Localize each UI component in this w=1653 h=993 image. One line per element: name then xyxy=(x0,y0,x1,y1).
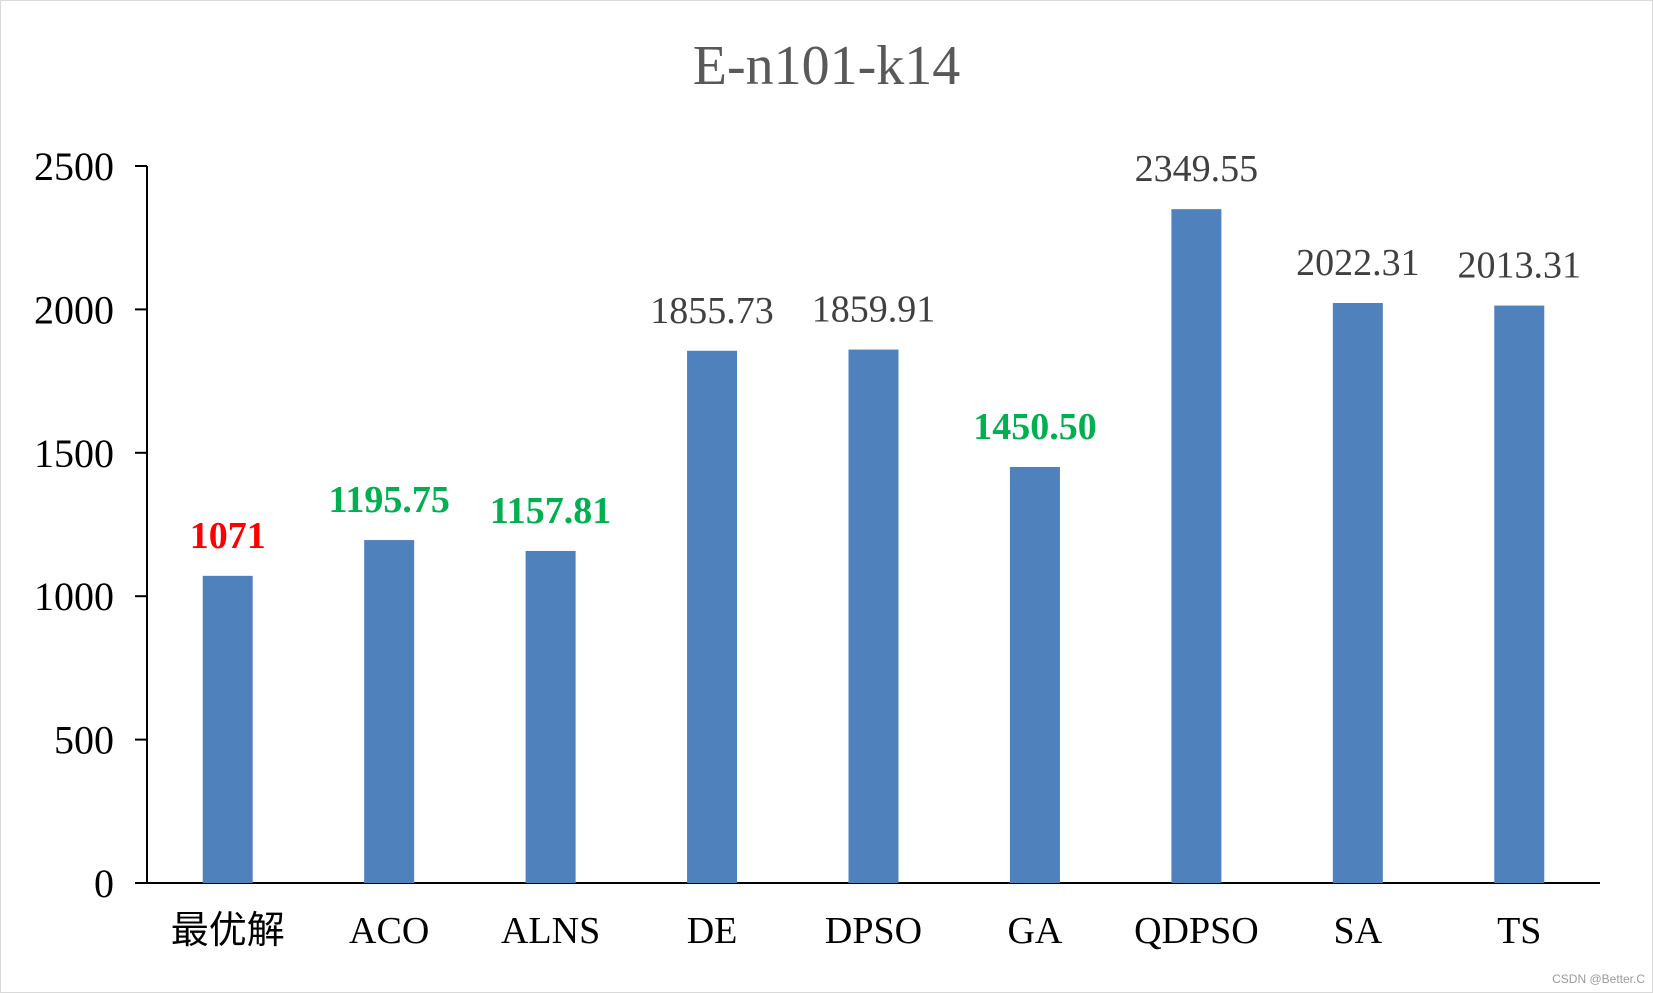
data-label: 1859.91 xyxy=(812,289,936,331)
bar xyxy=(687,350,738,884)
chart-title: E-n101-k14 xyxy=(692,35,961,97)
x-tick-label: 最优解 xyxy=(171,910,285,952)
y-axis: 0 500 1000 1500 2000 2500 xyxy=(34,144,148,906)
x-tick-label: GA xyxy=(1007,910,1062,952)
x-axis: 最优解 ACO ALNS DE DPSO GA QDPSO SA TS xyxy=(147,882,1600,952)
watermark: CSDN @Better.C xyxy=(1552,972,1645,986)
data-label: 1157.81 xyxy=(490,490,611,532)
data-label: 1450.50 xyxy=(973,406,1097,448)
bar xyxy=(525,550,576,883)
bar xyxy=(1009,466,1060,883)
data-label: 2349.55 xyxy=(1135,148,1259,190)
bar xyxy=(1494,305,1545,883)
y-tick-label: 1500 xyxy=(34,431,114,476)
y-tick-label: 2000 xyxy=(34,287,114,332)
x-tick-label: ALNS xyxy=(501,910,600,952)
bar xyxy=(202,575,253,883)
x-tick-label: ACO xyxy=(349,910,429,952)
y-tick-label: 1000 xyxy=(34,574,114,619)
bar xyxy=(364,540,415,883)
bars xyxy=(202,209,1545,884)
y-tick-label: 0 xyxy=(94,861,114,906)
data-label: 1195.75 xyxy=(328,479,449,521)
x-tick-label: SA xyxy=(1334,910,1383,952)
data-label: 2022.31 xyxy=(1296,242,1420,284)
x-tick-label: DE xyxy=(687,910,738,952)
x-tick-label: TS xyxy=(1497,910,1541,952)
data-label: 1855.73 xyxy=(650,290,774,332)
data-label: 2013.31 xyxy=(1458,245,1582,287)
x-tick-label: QDPSO xyxy=(1134,910,1259,952)
data-labels: 1071 1195.75 1157.81 1855.73 1859.91 1450.50 2… xyxy=(190,148,1581,557)
data-label: 1071 xyxy=(190,515,266,557)
y-tick-label: 500 xyxy=(54,718,114,763)
bar xyxy=(848,349,899,883)
x-tick-label: DPSO xyxy=(825,910,922,952)
bar xyxy=(1171,209,1222,884)
bar xyxy=(1332,303,1383,884)
y-tick-label: 2500 xyxy=(34,144,114,189)
